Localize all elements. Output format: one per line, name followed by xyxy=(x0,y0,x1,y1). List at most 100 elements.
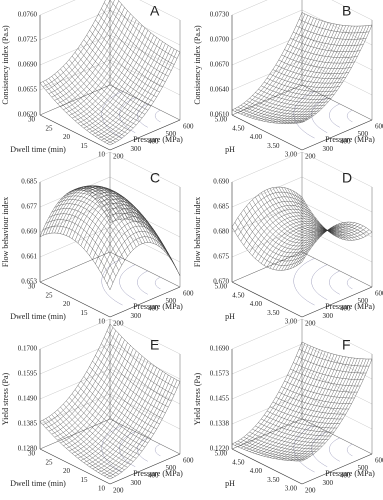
surface-line xyxy=(42,187,114,236)
z-tick-label: 0.0670 xyxy=(210,61,230,69)
x-tick-label: 3.00 xyxy=(285,151,298,159)
y-tick-label: 300 xyxy=(323,479,334,487)
z-tick-label: 0.653 xyxy=(21,278,37,286)
x-axis-title: Dwell time (min) xyxy=(10,312,66,321)
surface-line xyxy=(298,194,370,239)
y-tick-label: 600 xyxy=(183,457,194,465)
panel-label: D xyxy=(342,170,352,186)
y-tick-label: 200 xyxy=(305,153,316,161)
surface-line xyxy=(296,192,367,237)
x-tick-label: 3.50 xyxy=(267,309,280,317)
floor-contour xyxy=(119,264,136,300)
y-axis-title: Pressure (MPa) xyxy=(133,302,183,311)
surface-line xyxy=(69,22,140,116)
z-tick-label: 0.1573 xyxy=(210,370,230,378)
surface-line xyxy=(290,368,361,387)
surface-line xyxy=(301,196,373,241)
surface-line xyxy=(231,12,303,111)
x-tick-label: 4.00 xyxy=(250,133,263,141)
x-tick-label: 20 xyxy=(63,300,71,308)
surface-line xyxy=(287,26,358,124)
x-axis xyxy=(231,114,303,151)
z-tick-label: 0.0610 xyxy=(210,111,230,119)
z-axis-title: Flow behaviour index xyxy=(1,197,10,267)
wall-grid xyxy=(301,368,373,405)
surface-line xyxy=(107,213,178,271)
x-axis-title: pH xyxy=(225,145,235,154)
z-tick-label: 0.0760 xyxy=(18,11,38,19)
floor-edge xyxy=(109,418,181,455)
y-tick-label: 200 xyxy=(305,320,316,328)
z-axis-title: Consistency index (Pa.s) xyxy=(193,25,202,105)
z-tick-label: 0.1455 xyxy=(210,395,230,403)
surface-line xyxy=(234,191,306,233)
floor-edge xyxy=(109,251,181,288)
wall-grid xyxy=(39,151,111,183)
y-tick-label: 600 xyxy=(375,290,383,298)
y-axis-title: Pressure (MPa) xyxy=(133,135,183,144)
surface-line xyxy=(39,189,111,237)
floor-contour xyxy=(155,277,161,290)
floor-contour xyxy=(101,258,123,306)
surface-line xyxy=(237,15,308,113)
z-tick-label: 0.1220 xyxy=(210,445,230,453)
wall-grid xyxy=(39,34,111,66)
surface-line xyxy=(269,406,340,424)
floor-edge xyxy=(301,84,373,121)
z-tick-label: 0.670 xyxy=(213,278,229,286)
surface-line xyxy=(104,337,175,395)
y-tick-label: 300 xyxy=(131,312,142,320)
wall-grid xyxy=(109,368,181,405)
wall-grid xyxy=(39,343,111,375)
floor-contour xyxy=(311,264,328,300)
floor-edge xyxy=(39,418,111,450)
x-tick-label: 25 xyxy=(46,291,54,299)
wall-grid xyxy=(39,368,111,400)
x-tick-label: 10 xyxy=(98,318,106,326)
wall-grid xyxy=(39,0,76,16)
surface-line xyxy=(54,7,125,101)
surface-line xyxy=(299,19,370,34)
surface-line xyxy=(231,341,303,445)
surface-line xyxy=(246,348,317,451)
surface-line xyxy=(258,22,329,121)
x-tick-label: 30 xyxy=(28,283,36,291)
y-axis xyxy=(109,453,181,485)
y-tick-label: 500 xyxy=(358,297,369,305)
surface-line xyxy=(101,343,172,402)
surface-line xyxy=(104,2,175,65)
y-tick-label: 200 xyxy=(113,320,124,328)
wall-grid xyxy=(39,9,111,41)
wall-grid xyxy=(331,0,373,21)
panel: 0.1220 0.1338 0.1455 0.1573 0.1690 3.00 3.50 4.… xyxy=(193,318,383,495)
y-tick-label: 400 xyxy=(148,138,159,146)
surface-line xyxy=(252,199,323,244)
z-tick-label: 0.1280 xyxy=(18,445,38,453)
y-tick-label: 500 xyxy=(358,464,369,472)
surface-line xyxy=(293,25,364,124)
y-axis-title: Pressure (MPa) xyxy=(325,469,375,478)
surface-line xyxy=(272,401,343,420)
z-tick-label: 0.0620 xyxy=(18,111,38,119)
surface-line xyxy=(101,225,172,274)
wall-grid xyxy=(301,393,373,430)
y-tick-label: 600 xyxy=(183,123,194,131)
y-tick-label: 200 xyxy=(113,487,124,495)
surface-line xyxy=(106,330,178,389)
y-tick-label: 500 xyxy=(166,464,177,472)
y-tick-label: 500 xyxy=(358,130,369,138)
wall-grid xyxy=(39,318,111,350)
surface-line xyxy=(246,205,317,250)
y-tick-label: 400 xyxy=(340,305,351,313)
wall-grid xyxy=(39,59,111,91)
surface-line xyxy=(234,13,306,112)
wall-grid xyxy=(109,318,181,355)
surface-line xyxy=(299,348,370,367)
y-tick-label: 600 xyxy=(375,123,383,131)
surface-line xyxy=(54,185,125,234)
z-axis-title: Yield stress (Pa) xyxy=(193,372,202,425)
y-axis xyxy=(301,453,373,485)
surface-line xyxy=(272,229,343,270)
wall-grid xyxy=(301,59,373,96)
